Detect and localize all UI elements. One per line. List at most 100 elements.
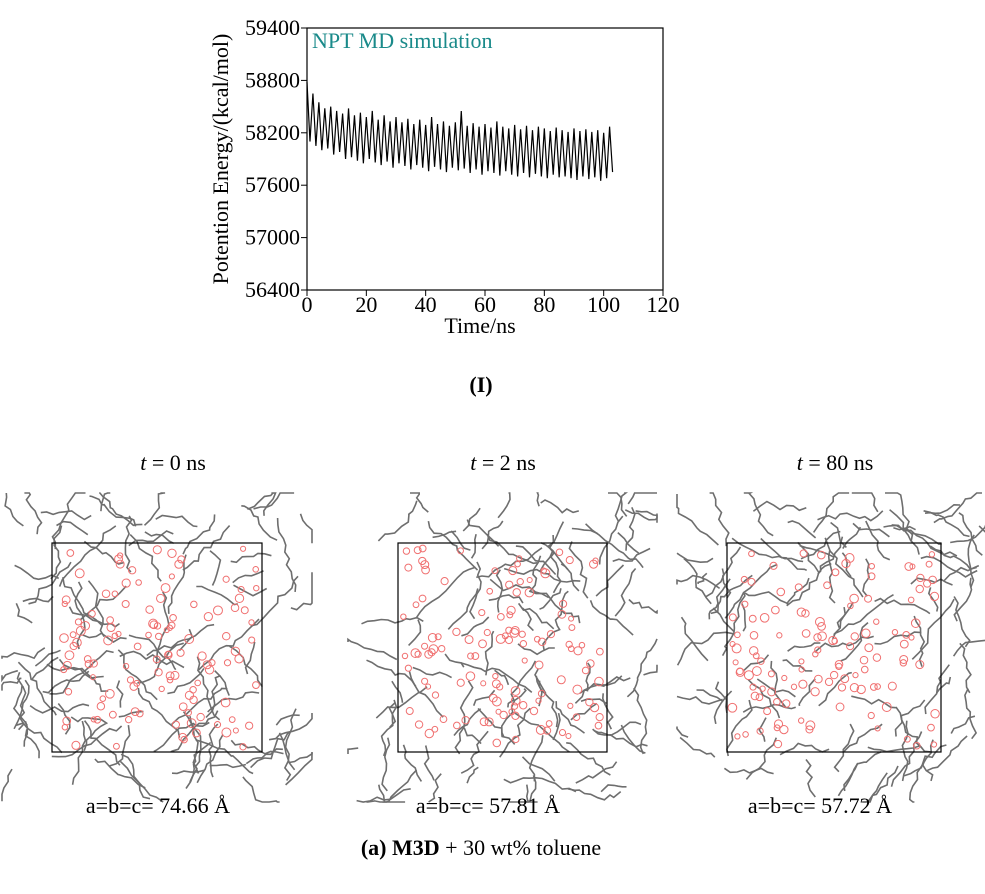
toluene xyxy=(749,630,759,640)
toluene xyxy=(817,631,827,642)
toluene xyxy=(115,559,125,569)
toluene xyxy=(852,672,859,679)
molecule-chain xyxy=(883,524,916,531)
molecule-chain xyxy=(476,547,543,579)
molecule-chain xyxy=(378,784,406,803)
toluene xyxy=(781,699,791,708)
toluene xyxy=(510,625,520,635)
toluene xyxy=(741,600,749,608)
molecule-chain xyxy=(208,723,219,778)
toluene xyxy=(220,697,231,708)
toluene xyxy=(929,591,940,602)
toluene xyxy=(421,565,430,575)
molecule-chain xyxy=(495,569,504,613)
toluene xyxy=(859,655,869,665)
toluene xyxy=(414,650,422,658)
molecule-chain xyxy=(598,515,624,565)
toluene xyxy=(567,702,574,709)
cell-box xyxy=(51,542,263,753)
toluene xyxy=(111,590,119,598)
toluene xyxy=(194,679,202,687)
molecule-chain xyxy=(852,522,890,538)
toluene xyxy=(506,605,516,615)
molecule-chain xyxy=(874,631,922,645)
molecule-chain xyxy=(926,735,968,772)
toluene xyxy=(456,678,465,687)
toluene xyxy=(816,550,826,560)
toluene xyxy=(881,702,892,713)
toluene xyxy=(160,583,171,593)
toluene xyxy=(480,680,487,687)
toluene xyxy=(491,679,501,689)
molecule-chain xyxy=(472,689,496,706)
toluene xyxy=(797,717,805,724)
molecule-chain xyxy=(146,623,215,657)
molecule-chain xyxy=(743,492,774,537)
toluene xyxy=(106,616,115,625)
toluene xyxy=(69,641,78,651)
molecule-chain xyxy=(528,555,542,593)
toluene xyxy=(108,710,117,719)
toluene xyxy=(840,674,850,684)
molecule-chain xyxy=(275,714,300,726)
toluene xyxy=(512,588,521,597)
toluene xyxy=(519,640,528,648)
snapshot-time: t = 2 ns xyxy=(470,450,536,475)
molecule-chain xyxy=(470,534,477,559)
plot-frame xyxy=(306,27,664,291)
molecule-chain xyxy=(709,492,730,547)
toluene xyxy=(495,708,502,715)
molecule-chain xyxy=(51,492,86,550)
molecule-chain xyxy=(143,492,166,526)
molecule-chain xyxy=(959,642,972,694)
y-tick-label: 58800 xyxy=(245,67,300,92)
toluene xyxy=(154,668,163,677)
toluene xyxy=(410,648,421,658)
toluene xyxy=(740,575,748,584)
toluene xyxy=(915,584,924,594)
molecule-chain xyxy=(752,500,807,512)
toluene xyxy=(165,671,175,681)
toluene xyxy=(203,612,213,622)
molecule-chain xyxy=(460,730,489,774)
molecule-chain xyxy=(117,649,158,701)
toluene xyxy=(505,580,514,589)
molecule-chain xyxy=(70,716,108,725)
toluene xyxy=(903,735,911,743)
toluene xyxy=(594,676,604,687)
molecule-chain xyxy=(377,500,418,542)
molecule-chain xyxy=(205,674,221,719)
toluene xyxy=(135,579,142,586)
molecule-chain xyxy=(230,552,272,564)
toluene xyxy=(170,670,180,680)
toluene xyxy=(237,586,245,594)
molecule-chain xyxy=(388,702,397,728)
molecule-chain xyxy=(964,688,978,740)
molecule-chain xyxy=(517,602,555,630)
molecule-chain xyxy=(214,670,230,696)
time-value: = 2 ns xyxy=(482,450,536,475)
toluene xyxy=(734,631,741,639)
toluene xyxy=(189,695,198,705)
toluene xyxy=(402,547,411,555)
toluene xyxy=(184,690,195,700)
molecule-chain xyxy=(167,554,187,614)
molecule-chain xyxy=(614,492,629,522)
toluene xyxy=(524,587,535,598)
toluene xyxy=(184,634,195,644)
molecule-chain xyxy=(567,788,622,801)
toluene xyxy=(850,632,859,641)
molecule-chain xyxy=(23,720,29,747)
molecule-chain xyxy=(910,577,953,586)
toluene xyxy=(190,600,198,609)
molecule-chain xyxy=(361,616,424,625)
molecule-chain xyxy=(58,525,117,587)
toluene xyxy=(204,665,215,675)
molecule-chain xyxy=(83,722,107,752)
molecule-chain xyxy=(817,510,884,522)
toluene xyxy=(810,687,820,697)
molecule-chain xyxy=(262,492,277,516)
toluene xyxy=(111,632,119,640)
x-tick-label: 120 xyxy=(647,292,680,317)
caption: (a) M3D + 30 wt% toluene xyxy=(361,835,601,860)
